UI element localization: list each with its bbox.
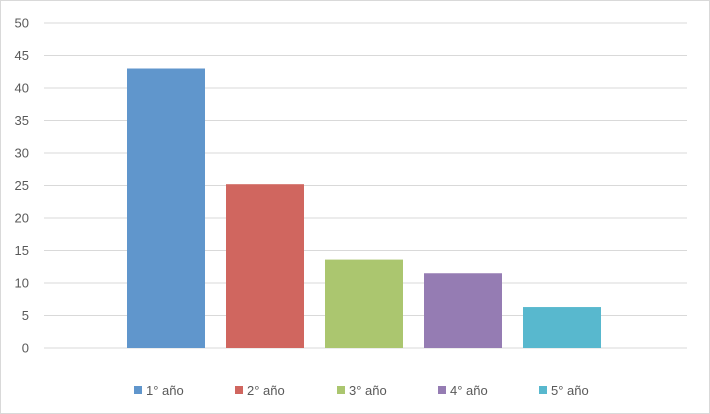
- bar: [127, 68, 205, 348]
- y-tick-label: 35: [15, 113, 29, 128]
- legend-swatch: [235, 386, 243, 394]
- legend-label: 5° año: [551, 383, 589, 398]
- y-tick-label: 20: [15, 211, 29, 226]
- bar: [325, 259, 403, 348]
- y-axis: 0 5 10 15 20 25 30 35 40 45 50: [15, 16, 29, 356]
- legend-label: 2° año: [247, 383, 285, 398]
- y-tick-label: 0: [22, 341, 29, 356]
- legend-swatch: [134, 386, 142, 394]
- y-tick-label: 30: [15, 146, 29, 161]
- y-tick-label: 15: [15, 243, 29, 258]
- y-tick-label: 25: [15, 178, 29, 193]
- legend: 1° año 2° año 3° año 4° año 5° año: [134, 383, 589, 398]
- bar: [523, 307, 601, 348]
- legend-label: 1° año: [146, 383, 184, 398]
- legend-label: 4° año: [450, 383, 488, 398]
- y-tick-label: 45: [15, 48, 29, 63]
- legend-label: 3° año: [349, 383, 387, 398]
- legend-swatch: [337, 386, 345, 394]
- bar: [226, 184, 304, 348]
- y-tick-label: 40: [15, 81, 29, 96]
- y-tick-label: 10: [15, 276, 29, 291]
- legend-swatch: [539, 386, 547, 394]
- bar: [424, 273, 502, 348]
- y-tick-label: 5: [22, 308, 29, 323]
- y-tick-label: 50: [15, 16, 29, 31]
- legend-swatch: [438, 386, 446, 394]
- bars: [127, 68, 601, 348]
